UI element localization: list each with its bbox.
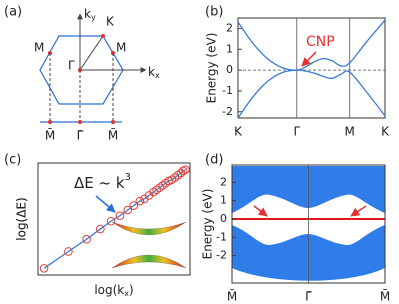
projected-points [48,120,115,124]
panel-band: (d) Energy (eV) -2 -1 0 1 2 M̄ Γ̄ M̄ [201,153,391,304]
y-axis-label: log(ΔE) [15,197,29,240]
projected-label: Γ̄ [77,129,84,143]
data-point [64,247,73,256]
panel-label: (d) [205,153,223,168]
lower-cone [111,254,187,269]
kx-base: k [148,65,155,79]
data-point [82,234,91,244]
x-axis-label: log(kx) [94,283,133,298]
annotation: ΔE ~ k3 [74,172,131,192]
gamma-k-line [79,35,104,71]
y-tick-label: 0 [226,63,233,76]
projected-label: M̄ [108,128,118,142]
y-tick-label: 1 [226,42,233,55]
y-tick-label: -2 [216,249,227,262]
annotation: CNP [306,34,335,50]
y-axis-label: Energy (eV) [205,33,219,104]
projection-lines [49,53,114,122]
y-tick-label: 1 [220,194,227,207]
y-axis-label: log(ΔE) [15,197,29,240]
panel-a: (a) ky kx Γ K M M M̄ Γ̄ M̄ [4,5,160,143]
kx-label: kx [148,65,160,80]
x-tick-label: K [234,125,243,139]
x-label-part: log(k [94,283,124,297]
x-tick-label: K [381,125,390,139]
point-label: K [106,15,115,29]
x-label-part: ) [129,283,134,297]
data-point [96,224,105,234]
data-point [129,201,139,210]
point [111,120,115,124]
point-label: Γ [68,59,75,73]
point [78,120,82,124]
x-tick-label: M̄ [227,289,237,303]
x-tick-label: Γ̄ [305,290,312,304]
y-tick-label: 0 [220,212,227,225]
upper-cone [111,221,187,236]
ky-base: k [84,7,91,21]
ky-sub: y [91,13,96,22]
data-point [152,185,161,195]
data-point [135,196,145,206]
y-tick-label: 2 [220,175,227,188]
panel-label: (b) [205,5,223,20]
panel-scatter: (c)log(ΔE)log(ΔE)log(kx)ΔE ~ k3 [4,153,191,298]
inset-dispersion [111,221,187,269]
annotation-arrow [95,195,116,213]
x-label-part: x [124,289,129,298]
point [101,34,105,38]
data-point [158,181,167,190]
data-point [123,205,132,215]
data-point [39,263,49,273]
point-label: M [34,41,44,55]
annotation-arrow [301,51,317,67]
data-point [173,171,183,180]
panel-label: (a) [4,5,22,20]
projected-label: M̄ [45,128,55,142]
data-point [106,216,116,226]
y-axis-label: Energy (eV) [201,189,215,260]
annotation-base: ΔE ~ k [74,174,125,192]
x-tick-label: M̄ [380,289,390,303]
plot-frame [37,162,191,276]
x-tick-label: M [345,125,355,139]
data-point [181,165,190,175]
band-line [237,69,386,119]
data-point [167,175,177,185]
y-tick-label: -1 [222,84,233,97]
kx-sub: x [155,71,160,80]
data-point [170,173,180,182]
x-tick-label: Γ [293,125,300,139]
data-point [149,187,158,197]
plot-frame [237,17,386,119]
panel-line: (b) Energy (eV)-2 -1 0 1 2 K Γ M K CNP [205,5,391,139]
arrow [350,205,367,217]
annotation-sup: 3 [125,172,131,183]
data-point [115,211,125,220]
y-tick-label: 2 [226,21,233,34]
y-tick-label: -2 [222,105,233,118]
plot-frame [231,164,386,284]
band-line [237,19,386,71]
point-label: M [116,41,126,55]
ky-label: ky [84,7,96,22]
point [48,120,52,124]
y-tick-label: -1 [216,230,227,243]
arrow [253,205,268,217]
panel-label: (c) [4,153,21,168]
data-point [155,183,164,192]
